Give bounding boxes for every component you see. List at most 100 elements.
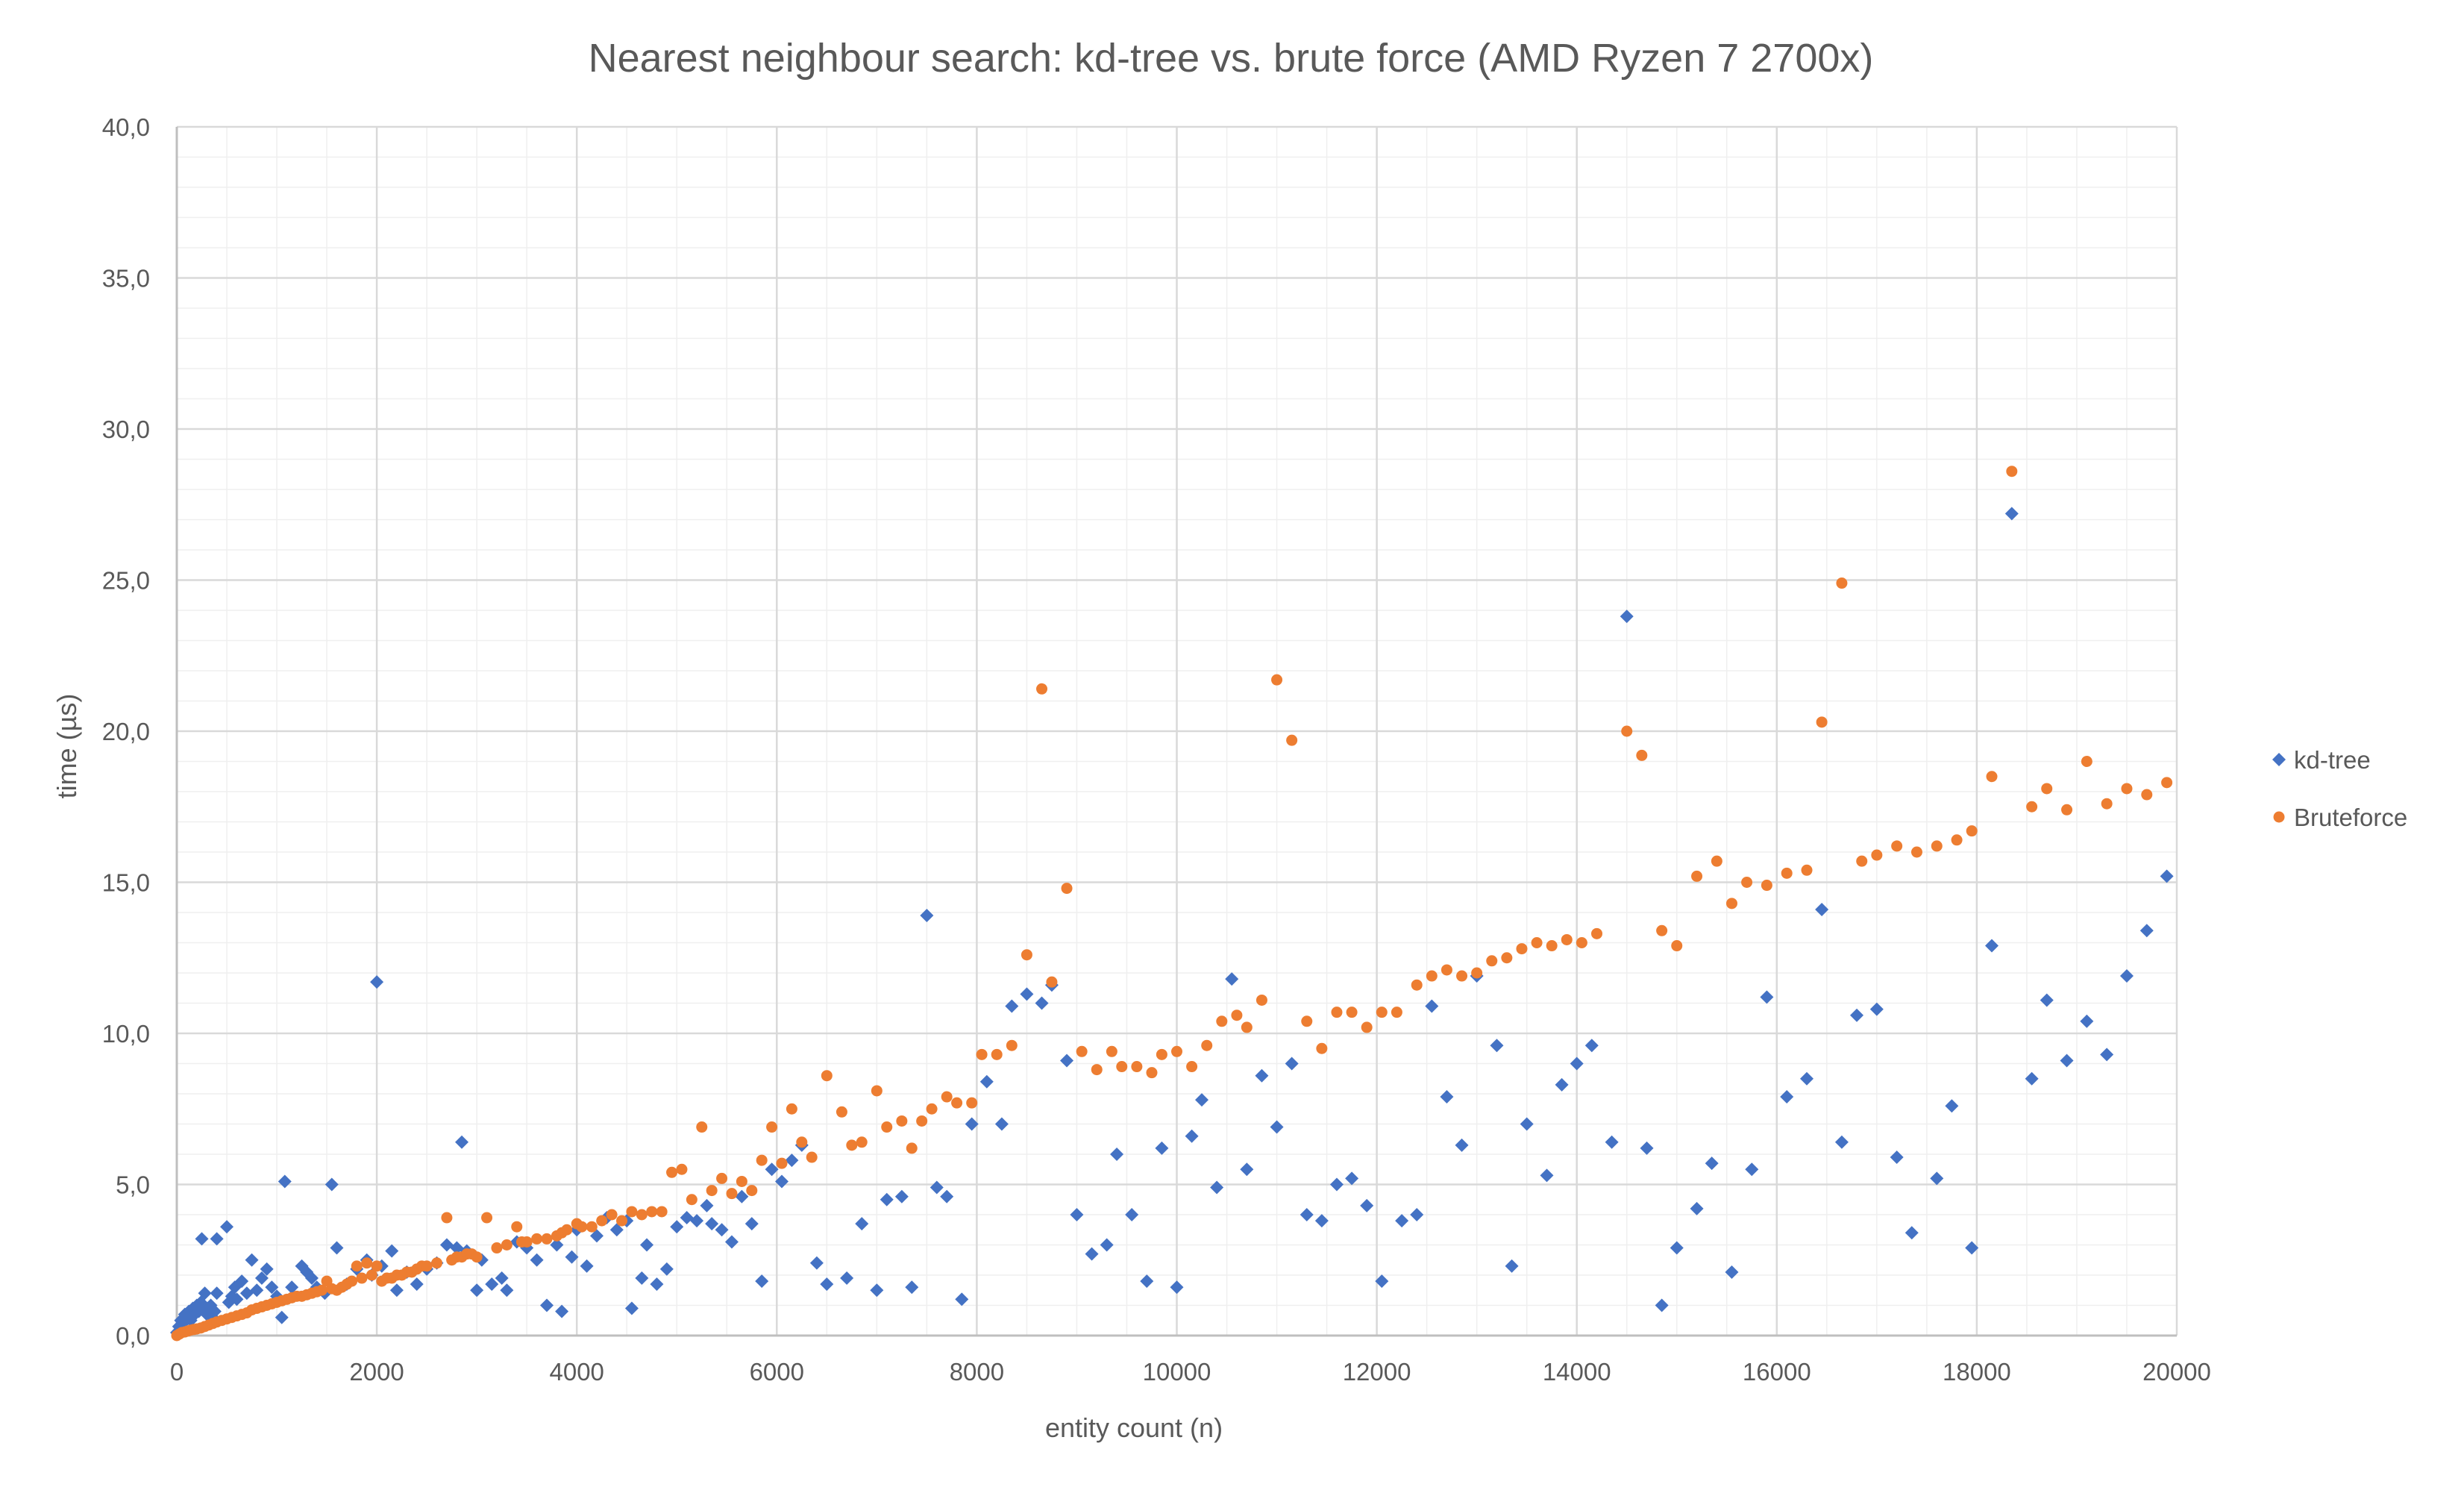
kd-tree-point	[550, 1238, 564, 1252]
bruteforce-point	[821, 1070, 833, 1082]
bruteforce-point	[1146, 1067, 1158, 1079]
legend-label: Bruteforce	[2294, 804, 2407, 831]
kd-tree-point	[965, 1117, 979, 1131]
bruteforce-point	[316, 1284, 327, 1296]
kd-tree-point	[2160, 869, 2174, 883]
bruteforce-point	[1801, 864, 1813, 876]
kd-tree-point	[2025, 1071, 2039, 1086]
kd-tree-point	[455, 1135, 469, 1149]
kd-tree-point	[1965, 1241, 1979, 1255]
bruteforce-point	[576, 1221, 588, 1233]
bruteforce-point	[441, 1212, 453, 1224]
kd-tree-point	[1020, 987, 1034, 1001]
kd-tree-point	[1890, 1151, 1904, 1165]
kd-tree-point	[530, 1253, 544, 1267]
bruteforce-point	[531, 1233, 543, 1245]
kd-tree-point	[385, 1244, 399, 1258]
x-tick-label: 12000	[1343, 1358, 1411, 1386]
kd-tree-point	[495, 1271, 509, 1286]
kd-tree-point	[207, 1304, 222, 1318]
kd-tree-point	[1195, 1093, 1209, 1107]
kd-tree-point	[450, 1241, 464, 1255]
series-layer	[170, 466, 2174, 1342]
kd-tree-point	[1540, 1168, 1554, 1183]
bruteforce-point	[736, 1175, 747, 1187]
kd-tree-point	[2040, 993, 2054, 1007]
kd-tree-point	[1329, 1177, 1344, 1192]
kd-tree-point	[670, 1220, 684, 1234]
x-tick-label: 18000	[1943, 1358, 2011, 1386]
kd-tree-point	[210, 1232, 224, 1246]
kd-tree-point	[1410, 1208, 1424, 1221]
kd-tree-point	[979, 1074, 994, 1089]
kd-tree-point	[285, 1280, 299, 1295]
bruteforce-point	[1501, 952, 1513, 964]
bruteforce-point	[766, 1121, 778, 1133]
bruteforce-point	[1621, 725, 1633, 737]
kd-tree-point	[1270, 1120, 1284, 1134]
bruteforce-point	[1456, 970, 1468, 982]
bruteforce-point	[1046, 976, 1058, 988]
bruteforce-point	[1331, 1007, 1343, 1018]
bruteforce-point	[1426, 970, 1438, 982]
kd-tree-point	[2004, 507, 2019, 521]
kd-tree-point	[1125, 1208, 1139, 1221]
kd-tree-point	[680, 1211, 694, 1225]
kd-tree-point	[590, 1229, 604, 1243]
kd-tree-point	[755, 1274, 769, 1289]
bruteforce-point	[1131, 1061, 1143, 1073]
kd-tree-point	[735, 1189, 749, 1203]
bruteforce-point	[666, 1166, 678, 1178]
kd-tree-point	[1725, 1265, 1739, 1279]
kd-tree-point	[1834, 1135, 1849, 1149]
kd-tree-point	[640, 1238, 654, 1252]
kd-tree-point	[198, 1286, 212, 1300]
kd-tree-point	[410, 1277, 424, 1292]
bruteforce-point	[2006, 466, 2018, 478]
kd-tree-point	[195, 1232, 209, 1246]
y-tick-label: 25,0	[102, 567, 150, 595]
kd-tree-point	[1745, 1162, 1759, 1177]
bruteforce-point	[916, 1115, 928, 1127]
bruteforce-point	[1836, 577, 1848, 589]
axes	[175, 127, 2177, 1337]
bruteforce-point	[586, 1221, 598, 1233]
bruteforce-point	[1116, 1061, 1128, 1073]
kd-tree-point	[1705, 1156, 1719, 1171]
bruteforce-point	[1201, 1039, 1213, 1051]
kd-tree-point	[809, 1256, 824, 1270]
bruteforce-point	[2141, 789, 2153, 801]
bruteforce-point	[521, 1236, 533, 1248]
y-tick-label: 35,0	[102, 265, 150, 292]
bruteforce-point	[1591, 927, 1603, 939]
bruteforce-point	[1061, 883, 1073, 895]
bruteforce-point	[1856, 855, 1868, 867]
x-tick-label: 0	[170, 1358, 184, 1386]
kd-tree-point	[254, 1271, 269, 1286]
bruteforce-point	[1271, 674, 1283, 686]
kd-tree-point	[635, 1271, 649, 1286]
bruteforce-point	[2121, 783, 2133, 795]
y-tick-label: 15,0	[102, 869, 150, 897]
bruteforce-point	[846, 1139, 858, 1151]
bruteforce-point	[1871, 849, 1883, 861]
x-tick-label: 10000	[1143, 1358, 1211, 1386]
bruteforce-point	[1891, 840, 1903, 852]
bruteforce-point	[686, 1194, 697, 1206]
bruteforce-point	[1816, 716, 1828, 728]
bruteforce-point	[966, 1097, 978, 1109]
kd-tree-point	[1945, 1099, 1959, 1113]
bruteforce-point	[501, 1239, 512, 1250]
bruteforce-point	[786, 1103, 797, 1115]
kd-tree-point	[1505, 1259, 1519, 1273]
kd-tree-point	[659, 1262, 674, 1276]
kd-tree-point	[325, 1177, 339, 1192]
bruteforce-point	[2061, 804, 2073, 816]
y-tick-labels: 0,0 5,0 10,0 15,0 20,0 25,0 30,0 35,0 40,0	[102, 113, 150, 1350]
bruteforce-point	[1931, 840, 1943, 852]
bruteforce-point	[561, 1224, 573, 1236]
kd-tree-point	[500, 1283, 514, 1298]
bruteforce-point	[1486, 955, 1498, 967]
bruteforce-point	[881, 1121, 893, 1133]
